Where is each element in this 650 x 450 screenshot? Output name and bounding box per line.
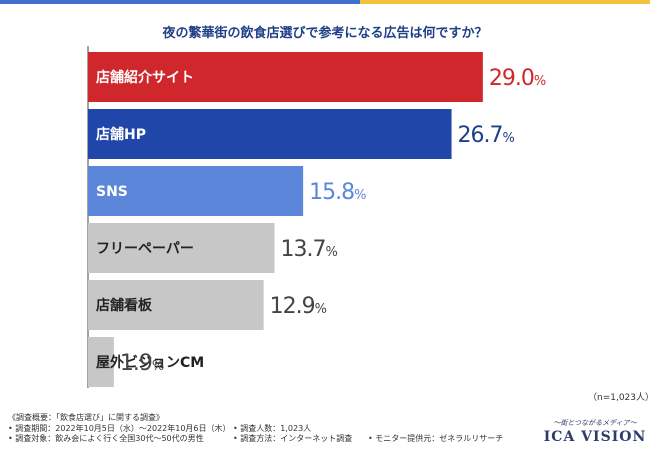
survey-row-2: • 調査対象：飲み会によく行く全国30代〜50代の男性 • 調査方法：インターネ… [8,434,503,445]
survey-method: • 調査方法：インターネット調査 [233,434,353,443]
ica-vision-logo: 〜街とつながるメディア〜 ICA VISION [540,418,650,445]
category-label-1: 店舗HP [96,126,146,143]
survey-row-1: • 調査期間：2022年10月5日（水）〜2022年10月6日（木） • 調査人… [8,423,311,435]
bars-group: 店舗紹介サイト 29.0% 店舗HP 26.7% SNS 15.8% フリーペーパー 13.7… [88,52,546,387]
sample-size-note: （n=1,023人） [588,393,650,403]
bar-3 [88,223,275,273]
value-label-2: 15.8% [309,180,366,205]
survey-period: • 調査期間：2022年10月5日（水）〜2022年10月6日（木） [8,423,231,433]
category-label-5: 屋外ビジョンCM [96,354,204,371]
top-accent-bar-blue [0,0,360,4]
survey-respondents: • 調査人数：1,023人 [233,423,312,433]
bar-4 [88,280,264,330]
bar-1 [88,109,452,159]
value-label-1: 26.7% [458,123,515,148]
survey-monitor: • モニター提供元：ゼネラルリサーチ [368,434,504,443]
logo-tagline: 〜街とつながるメディア〜 [553,419,637,427]
survey-target: • 調査対象：飲み会によく行く全国30代〜50代の男性 [8,434,204,443]
bar-0 [88,52,483,102]
logo-name: ICA VISION [543,429,647,445]
survey-notes: 《調査概要：「飲食店選び」に関する調査》 • 調査期間：2022年10月5日（水… [8,413,503,445]
category-label-3: フリーペーパー [96,241,194,257]
chart-title: 夜の繁華街の飲食店選びで参考になる広告は何ですか？ [162,26,488,41]
category-label-2: SNS [96,184,128,200]
value-label-0: 29.0% [489,66,546,91]
value-label-3: 13.7% [281,237,338,262]
bar-5 [88,337,114,387]
survey-title: 《調査概要：「飲食店選び」に関する調査》 [8,413,164,422]
value-label-4: 12.9% [270,294,327,319]
category-label-4: 店舗看板 [96,297,153,314]
top-accent-bar-yellow [360,0,650,4]
value-label-5: 1.9% [120,351,164,376]
category-label-0: 店舗紹介サイト [96,69,194,86]
bar-2 [88,166,304,216]
